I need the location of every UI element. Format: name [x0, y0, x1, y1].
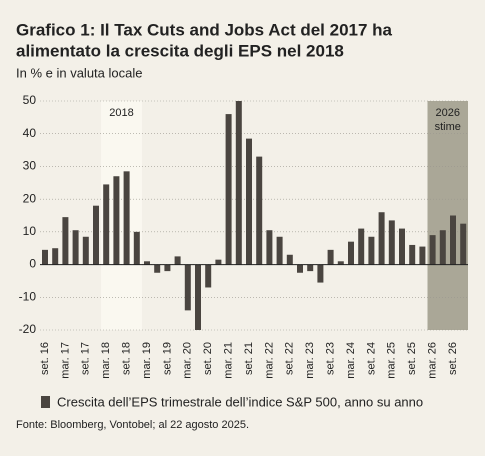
bar	[450, 215, 456, 265]
bar	[52, 248, 59, 265]
bar	[348, 241, 354, 265]
bar	[184, 264, 191, 311]
x-tick-label: set. 19	[161, 342, 173, 375]
bar	[164, 264, 171, 272]
bar	[72, 230, 79, 265]
bar	[62, 217, 69, 265]
bar	[235, 101, 242, 265]
x-tick-label: set. 25	[406, 342, 418, 375]
source: Fonte: Bloomberg, Vontobel; al 22 agosto…	[16, 419, 249, 431]
x-tick-label: set. 23	[325, 342, 337, 375]
chart-title: alimentato la crescita degli EPS nel 201…	[16, 41, 344, 60]
bar	[266, 230, 273, 265]
chart-subtitle: In % e in valuta locale	[16, 65, 142, 80]
y-tick-label: -20	[19, 322, 37, 336]
bar	[276, 236, 283, 265]
highlight-label: 2018	[109, 107, 133, 119]
y-tick-label: 30	[23, 159, 37, 173]
x-tick-label: set. 18	[121, 342, 133, 375]
bar	[337, 261, 344, 265]
x-tick-label: mar. 22	[263, 342, 275, 379]
x-tick-label: mar. 20	[182, 342, 194, 379]
y-tick-label: 50	[23, 93, 37, 107]
x-tick-label: mar. 21	[223, 342, 235, 379]
bar	[42, 249, 48, 265]
x-tick-label: set. 24	[365, 342, 377, 375]
bar	[113, 176, 120, 265]
x-tick-label: set. 22	[284, 342, 296, 375]
x-tick-label: set. 26	[447, 342, 459, 375]
bar	[256, 156, 263, 265]
x-tick-label: mar. 24	[345, 342, 357, 379]
bar	[460, 223, 467, 265]
bar	[215, 259, 222, 265]
bar	[358, 228, 365, 265]
highlight-band	[427, 101, 468, 330]
x-tick-label: set. 17	[80, 342, 92, 375]
highlight-label: stime	[435, 121, 461, 133]
x-tick-label: set. 21	[243, 342, 255, 375]
y-tick-label: 0	[29, 257, 36, 271]
bar	[205, 264, 212, 288]
bar	[439, 230, 446, 265]
bar	[246, 138, 252, 265]
bar	[419, 246, 426, 265]
highlight-label: 2026	[436, 107, 460, 119]
x-tick-label: mar. 25	[386, 342, 398, 379]
bar	[82, 236, 89, 265]
legend-swatch	[41, 396, 50, 408]
bar	[409, 244, 416, 265]
y-tick-label: 10	[23, 224, 37, 238]
bar	[378, 212, 385, 265]
bar	[133, 231, 140, 265]
bar	[174, 256, 181, 265]
x-tick-label: set. 16	[39, 342, 51, 375]
bar	[103, 184, 110, 265]
legend-label: Crescita dell’EPS trimestrale dell’indic…	[57, 394, 423, 409]
bar	[327, 249, 334, 265]
bar	[388, 220, 395, 265]
bar	[195, 264, 201, 330]
bar	[154, 264, 161, 273]
bar	[286, 254, 293, 265]
x-tick-label: set. 20	[202, 342, 214, 375]
chart-title: Grafico 1: Il Tax Cuts and Jobs Act del …	[16, 20, 393, 39]
bar	[429, 235, 436, 265]
bar	[368, 236, 375, 265]
bar	[144, 261, 150, 265]
y-tick-label: -10	[19, 289, 37, 303]
x-tick-label: mar. 26	[427, 342, 439, 379]
y-tick-label: 20	[23, 191, 37, 205]
bar	[123, 171, 130, 265]
bar	[297, 264, 303, 273]
x-tick-label: mar. 17	[59, 342, 71, 379]
x-tick-label: mar. 23	[304, 342, 316, 379]
bar	[93, 205, 99, 265]
bar	[225, 114, 232, 265]
bar	[399, 228, 405, 265]
y-tick-label: 40	[23, 126, 37, 140]
bar	[307, 264, 314, 272]
bar	[317, 264, 324, 283]
x-tick-label: mar. 18	[100, 342, 112, 379]
x-tick-label: mar. 19	[141, 342, 153, 379]
